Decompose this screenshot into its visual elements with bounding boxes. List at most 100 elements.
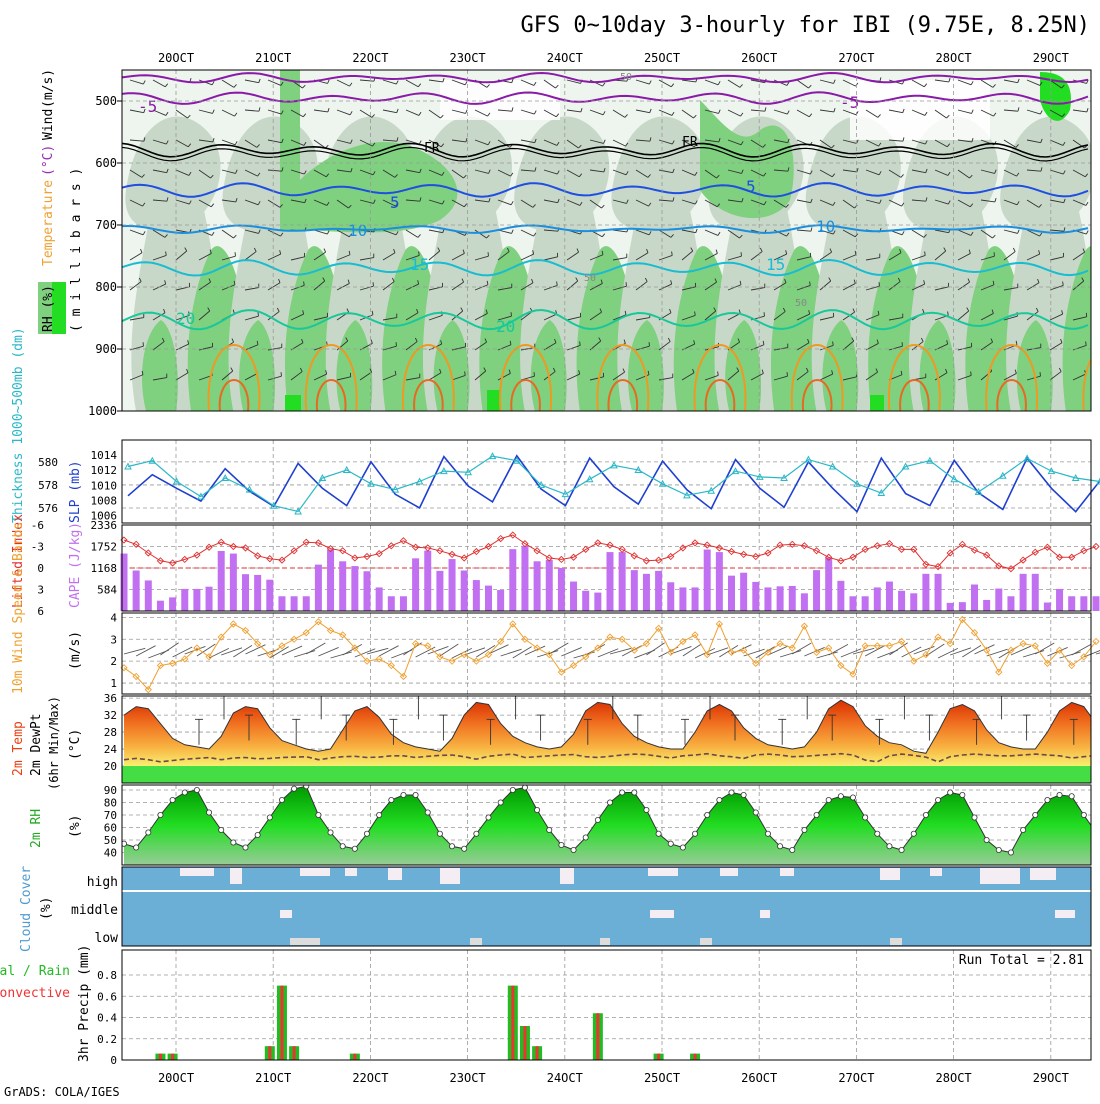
cape-bar xyxy=(825,558,832,611)
rh2m-point xyxy=(510,787,515,792)
cloud-unit: (%) xyxy=(39,897,54,920)
date-label-top: 28OCT xyxy=(936,51,972,65)
rh2m-point xyxy=(498,800,503,805)
rh2m-point xyxy=(243,845,248,850)
cape-bar xyxy=(594,593,601,611)
rh2m-point xyxy=(559,842,564,847)
rh2m-point xyxy=(401,792,406,797)
precip-convective-bar xyxy=(536,1046,539,1060)
wind10m-barb xyxy=(331,652,352,658)
slp-tick: 1014 xyxy=(91,449,118,462)
cloud-clear-high xyxy=(780,868,794,876)
cape-bar xyxy=(789,586,796,611)
date-label-bottom: 27OCT xyxy=(838,1071,874,1085)
upper-wind-barb-flag xyxy=(465,371,466,375)
date-label-top: 27OCT xyxy=(838,51,874,65)
rh2m-point xyxy=(522,785,527,790)
upper-ylabel-rh: RH (%) xyxy=(41,285,56,332)
cloud-clear-high xyxy=(560,868,574,884)
cloud-clear-middle xyxy=(650,910,674,918)
contour-label-15-b: 15 xyxy=(766,255,785,274)
precip-convective-bar xyxy=(171,1054,174,1060)
date-label-bottom: 26OCT xyxy=(741,1071,777,1085)
cape-bar xyxy=(291,596,298,611)
slp-frame xyxy=(122,440,1091,523)
cape-bar xyxy=(813,570,820,611)
upper-wind-barb-flag xyxy=(948,311,949,315)
rh2m-point xyxy=(194,787,199,792)
cape-bar xyxy=(692,587,699,611)
precip-panel: 00.20.40.60.8 Run Total = 2.81 Total / R… xyxy=(0,945,1091,1067)
cape-bar xyxy=(558,568,565,611)
cape-bar xyxy=(181,589,188,611)
cloud-clear-high xyxy=(648,868,678,876)
cape-bar xyxy=(910,593,917,611)
cape-bar xyxy=(485,586,492,611)
thickness-tick: 576 xyxy=(38,502,58,515)
cape-bar xyxy=(655,571,662,611)
rh2m-point xyxy=(364,831,369,836)
cape-bar xyxy=(898,591,905,611)
rh2m-point xyxy=(437,831,442,836)
date-label-bottom: 29OCT xyxy=(1033,1071,1069,1085)
upper-wind-barb-flag xyxy=(580,341,581,345)
pressure-tick: 1000 xyxy=(88,404,117,418)
precip-ylabel: 3hr Precip (mm) xyxy=(77,945,92,1062)
rh2m-point xyxy=(279,797,284,802)
rh2m-point xyxy=(790,847,795,852)
rh2m-point xyxy=(486,815,491,820)
temp2m-tick: 24 xyxy=(104,743,118,756)
contour-30 xyxy=(1094,380,1100,411)
cape-bar xyxy=(424,551,431,611)
cape-bar xyxy=(534,561,541,611)
cape-bar xyxy=(521,546,528,611)
cape-bar xyxy=(570,582,577,611)
cloud-clear-middle xyxy=(280,910,292,918)
rh-dry-patch xyxy=(440,80,560,120)
wind10m-barb xyxy=(1072,644,1091,655)
cape-bar xyxy=(728,576,735,611)
upper-wind-barb-flag xyxy=(925,251,926,255)
rh2m-point xyxy=(474,831,479,836)
thickness-ylabel: Thickness 1000~500mb (dm) xyxy=(11,327,26,523)
cape-bar xyxy=(546,560,553,611)
slp-grid xyxy=(122,440,1091,523)
contour-label-15-a: 15 xyxy=(410,255,429,274)
upper-wind-barb-flag xyxy=(304,281,305,285)
cape-bar xyxy=(1032,574,1039,611)
date-label-bottom: 28OCT xyxy=(936,1071,972,1085)
upper-wind-barb-flag xyxy=(1063,281,1064,285)
wind10m-barb xyxy=(513,647,532,658)
rh2m-point xyxy=(583,835,588,840)
cape-bar xyxy=(959,602,966,611)
rh2m-point xyxy=(425,810,430,815)
rh2m-point xyxy=(535,807,540,812)
precip-convective-bar xyxy=(596,1013,599,1060)
rh2m-point xyxy=(377,812,382,817)
rh2m-unit: (%) xyxy=(68,815,83,838)
cloud-clear-high xyxy=(300,868,330,876)
cape-bar xyxy=(607,552,614,611)
cape-bar xyxy=(473,580,480,611)
rh2m-point xyxy=(206,810,211,815)
contour-label-fr-b: FR xyxy=(682,135,698,150)
contour-label-fr-a: FR xyxy=(424,141,440,156)
cape-bar xyxy=(582,591,589,611)
cape-bar xyxy=(509,549,516,611)
temp2m-cool-band xyxy=(122,766,1091,783)
rh2m-point xyxy=(134,845,139,850)
cape-bar xyxy=(716,552,723,611)
upper-wind-barb-flag xyxy=(695,311,696,315)
rh2m-point xyxy=(595,817,600,822)
upper-ylabel-pressure: ( m i l l i b a r s ) xyxy=(69,168,84,332)
cape-bars xyxy=(121,546,1100,611)
cape-bar xyxy=(278,596,285,611)
wind10m-barb xyxy=(719,645,738,657)
cape-bar xyxy=(230,554,237,611)
upper-ylabel-temp-unit: (°C) xyxy=(41,145,56,176)
cape-bar xyxy=(971,584,978,611)
